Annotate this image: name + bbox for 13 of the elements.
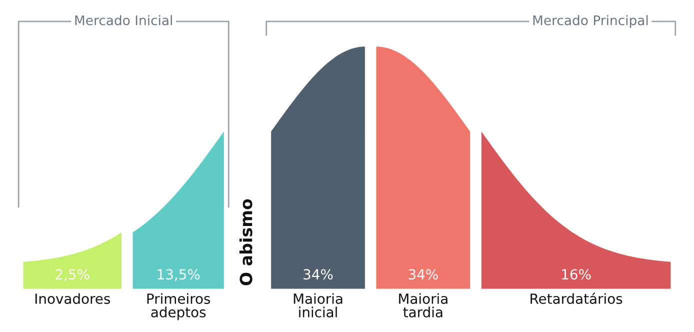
data-label: 2,5% xyxy=(56,269,90,282)
category-label: Maioria tardia xyxy=(399,293,448,318)
text: Mercado Principal xyxy=(533,15,648,28)
category-label: Retardatários xyxy=(530,292,622,304)
text: Mercado Inicial xyxy=(75,15,172,26)
category-label: Maioria inicial xyxy=(294,293,342,318)
category-label: Primeiros adeptos xyxy=(147,293,210,320)
category-label: Inovadores xyxy=(35,293,110,304)
data-label: 34% xyxy=(304,269,333,280)
data-label: 34% xyxy=(408,269,438,280)
data-label: 13,5% xyxy=(158,269,200,282)
data-label: 16% xyxy=(562,269,591,280)
text: O abismo xyxy=(239,199,252,286)
